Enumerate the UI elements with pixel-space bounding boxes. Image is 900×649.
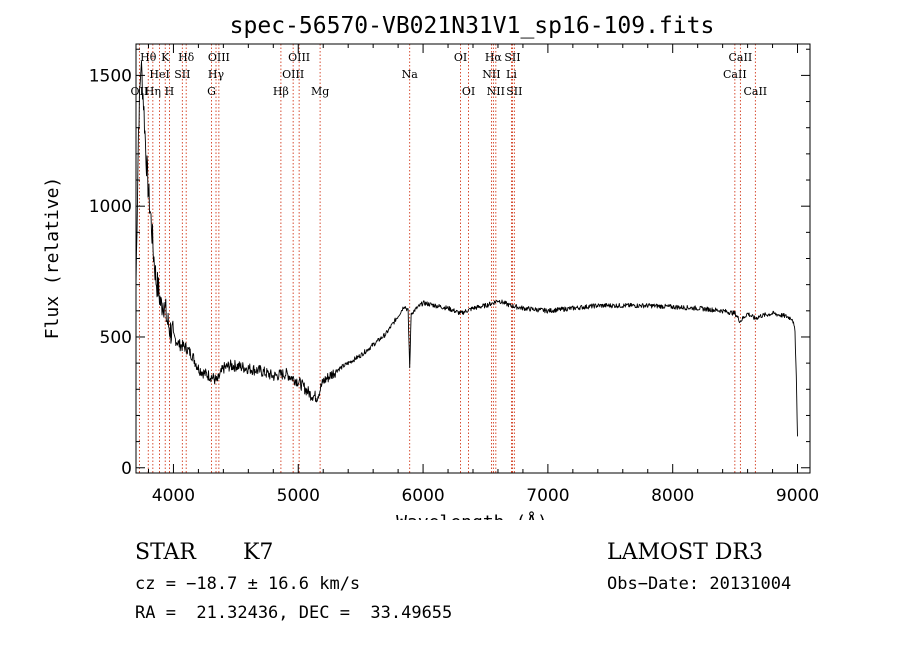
line-label: SII <box>174 68 190 81</box>
line-label: Na <box>402 68 419 81</box>
line-labels-layer: HθOIIHηHeIKHSIIHδGOIIIHγHβOIIIOIIIMgNaOI… <box>131 51 768 98</box>
line-label: NII <box>487 85 505 98</box>
line-label: Hη <box>145 85 161 98</box>
x-tick-label: 7000 <box>526 486 569 506</box>
line-label: HeI <box>149 68 169 81</box>
line-label: OI <box>454 51 467 64</box>
line-label: OIII <box>288 51 310 64</box>
line-label: SII <box>506 85 522 98</box>
x-tick-label: 6000 <box>401 486 444 506</box>
chart-title: spec-56570-VB021N31V1_sp16-109.fits <box>230 13 715 39</box>
spectrum-line-spectrum <box>135 60 798 437</box>
line-label: SII <box>504 51 520 64</box>
y-tick-label: 1000 <box>89 197 132 217</box>
line-label: Hγ <box>208 68 225 81</box>
line-label: OI <box>462 85 475 98</box>
y-tick-label: 0 <box>121 459 132 479</box>
line-label: G <box>207 85 216 98</box>
x-tick-label: 4000 <box>152 486 195 506</box>
obs-date-label: Obs−Date: 20131004 <box>607 574 792 594</box>
survey-label: LAMOST DR3 <box>607 540 763 565</box>
line-label: OIII <box>282 68 304 81</box>
redshift-label: cz = −18.7 ± 16.6 km/s <box>135 574 361 594</box>
line-label: OIII <box>208 51 230 64</box>
line-label: Hα <box>485 51 503 64</box>
subclass-label: K7 <box>243 540 274 565</box>
line-label: Hβ <box>273 85 289 98</box>
line-label: CaII <box>723 68 747 81</box>
x-tick-label: 8000 <box>651 486 694 506</box>
class-label: STAR <box>135 540 196 565</box>
line-label: CaII <box>729 51 753 64</box>
x-axis-label: Wavelength (Å) <box>396 511 548 520</box>
line-label: K <box>161 51 170 64</box>
spectrum-chart: spec-56570-VB021N31V1_sp16-109.fits Hθ OI… <box>42 13 819 520</box>
line-label: Hθ <box>140 51 157 64</box>
line-label: Hδ <box>178 51 195 64</box>
plot-frame <box>135 43 811 474</box>
line-label: CaII <box>743 85 767 98</box>
line-label: NII <box>482 68 500 81</box>
line-label: Li <box>506 68 517 81</box>
line-markers-layer <box>138 44 756 473</box>
coords-label: RA = 21.32436, DEC = 33.49655 <box>135 603 453 623</box>
x-tick-label: 5000 <box>277 486 320 506</box>
line-label: Mg <box>311 85 329 98</box>
line-label: H <box>165 85 175 98</box>
y-tick-label: 1500 <box>89 66 132 86</box>
y-axis: 0 500 1000 1500 <box>89 48 810 479</box>
x-tick-label: 9000 <box>776 486 819 506</box>
x-axis: 4000 5000 6000 7000 8000 9000 <box>147 44 819 506</box>
y-axis-label: Flux (relative) <box>42 177 63 340</box>
series-layer <box>135 60 798 437</box>
y-tick-label: 500 <box>100 328 132 348</box>
